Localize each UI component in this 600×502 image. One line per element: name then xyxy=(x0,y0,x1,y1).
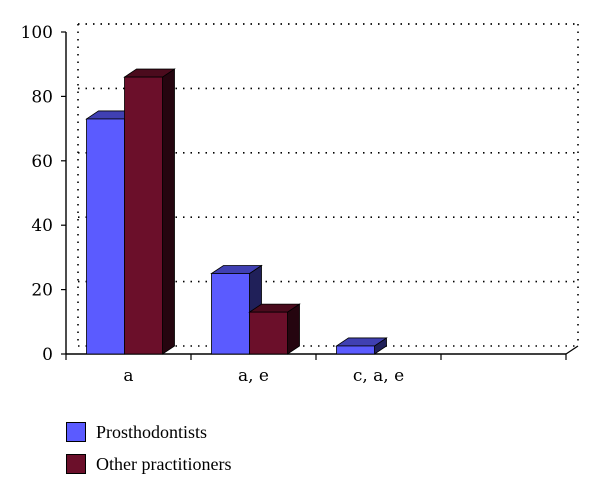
x-tick-label-0: a xyxy=(123,366,133,386)
legend: Prosthodontists Other practitioners xyxy=(66,422,231,486)
bar-other-practitioners-a-side xyxy=(162,68,175,355)
y-tick-label-20: 20 xyxy=(31,281,53,301)
legend-swatch-other-practitioners xyxy=(66,454,86,474)
y-tick-label-40: 40 xyxy=(31,216,53,236)
legend-swatch-prosthodontists xyxy=(66,422,86,442)
legend-item-other-practitioners: Other practitioners xyxy=(66,454,231,474)
y-tick-label-80: 80 xyxy=(31,87,53,107)
legend-label-other-practitioners: Other practitioners xyxy=(96,453,232,474)
legend-label-prosthodontists: Prosthodontists xyxy=(96,421,208,442)
y-tick-label-0: 0 xyxy=(42,345,53,365)
legend-item-prosthodontists: Prosthodontists xyxy=(66,422,231,442)
x-tick-label-2: c, a, e xyxy=(353,366,404,386)
y-tick-label-60: 60 xyxy=(31,152,53,172)
floor-right-edge xyxy=(565,345,579,355)
bar-other-practitioners-a xyxy=(124,76,163,355)
bar-prosthodontists-a xyxy=(86,118,125,355)
bar-other-practitioners-ae xyxy=(249,311,288,355)
y-tick-label-100: 100 xyxy=(21,23,53,43)
bar-prosthodontists-ae xyxy=(211,273,250,355)
x-tick-label-1: a, e xyxy=(238,366,269,386)
bar-prosthodontists-cae xyxy=(336,345,375,355)
bar-other-practitioners-ae-side xyxy=(287,303,300,355)
